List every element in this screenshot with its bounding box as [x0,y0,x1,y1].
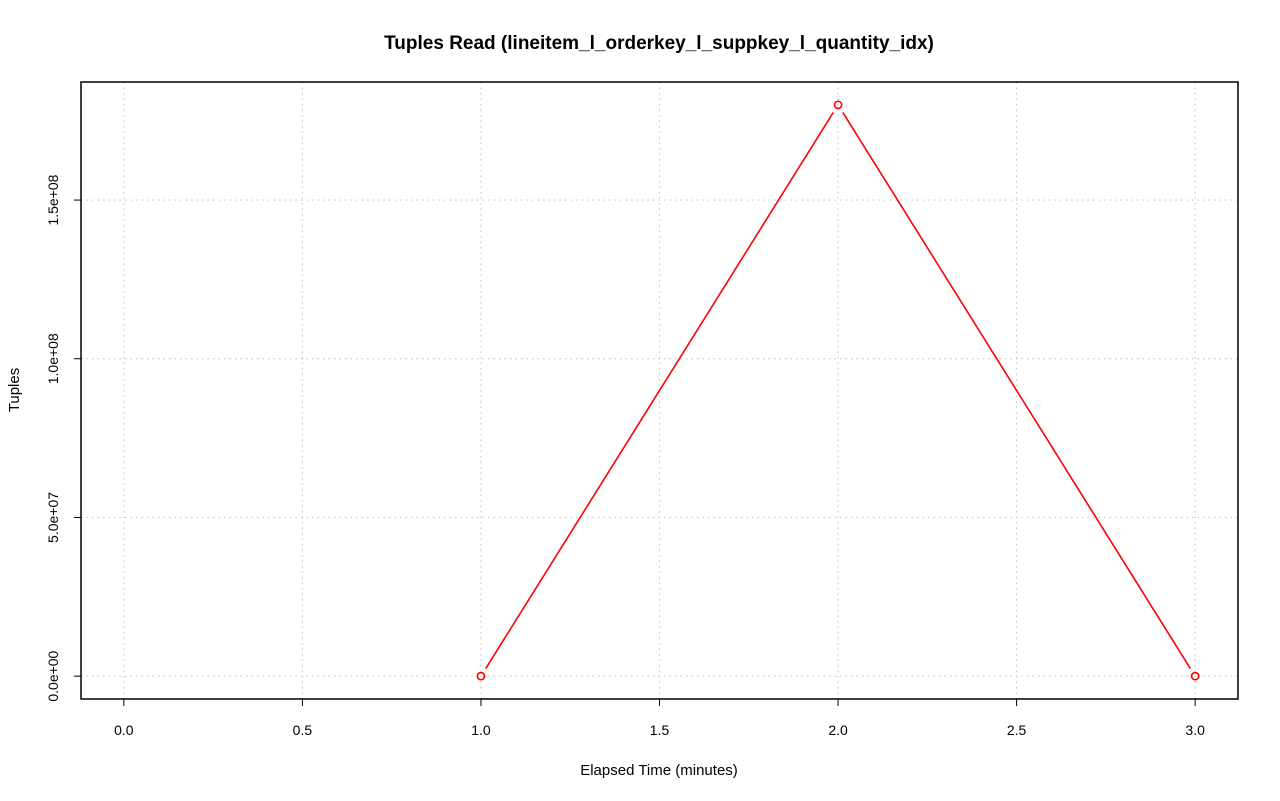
data-point [476,671,486,681]
x-axis-label: Elapsed Time (minutes) [580,762,738,779]
x-tick-label: 0.0 [114,722,134,738]
x-tick-label: 1.5 [650,722,670,738]
series-line-segment [842,112,1192,669]
series-line-segment [485,112,834,669]
chart-title: Tuples Read (lineitem_l_orderkey_l_suppk… [384,33,934,54]
x-tick-label: 2.0 [828,722,848,738]
y-tick-label: 1.0e+08 [45,333,61,384]
x-tick-label: 0.5 [293,722,313,738]
x-tick-label: 2.5 [1007,722,1027,738]
axes: 0.0 0.5 1.0 1.5 2.0 2.5 3.0 0.0e+00 5.0e+07 1.0e+… [45,174,1205,738]
y-axis-label: Tuples [6,368,23,412]
data-point [833,100,843,110]
x-tick-label: 3.0 [1185,722,1205,738]
x-tick-label: 1.0 [471,722,491,738]
data-point [1190,671,1200,681]
plot-frame [80,81,1239,700]
data-series [476,100,1200,681]
y-tick-label: 0.0e+00 [45,650,61,701]
y-tick-label: 1.5e+08 [45,174,61,225]
y-tick-label: 5.0e+07 [45,492,61,543]
